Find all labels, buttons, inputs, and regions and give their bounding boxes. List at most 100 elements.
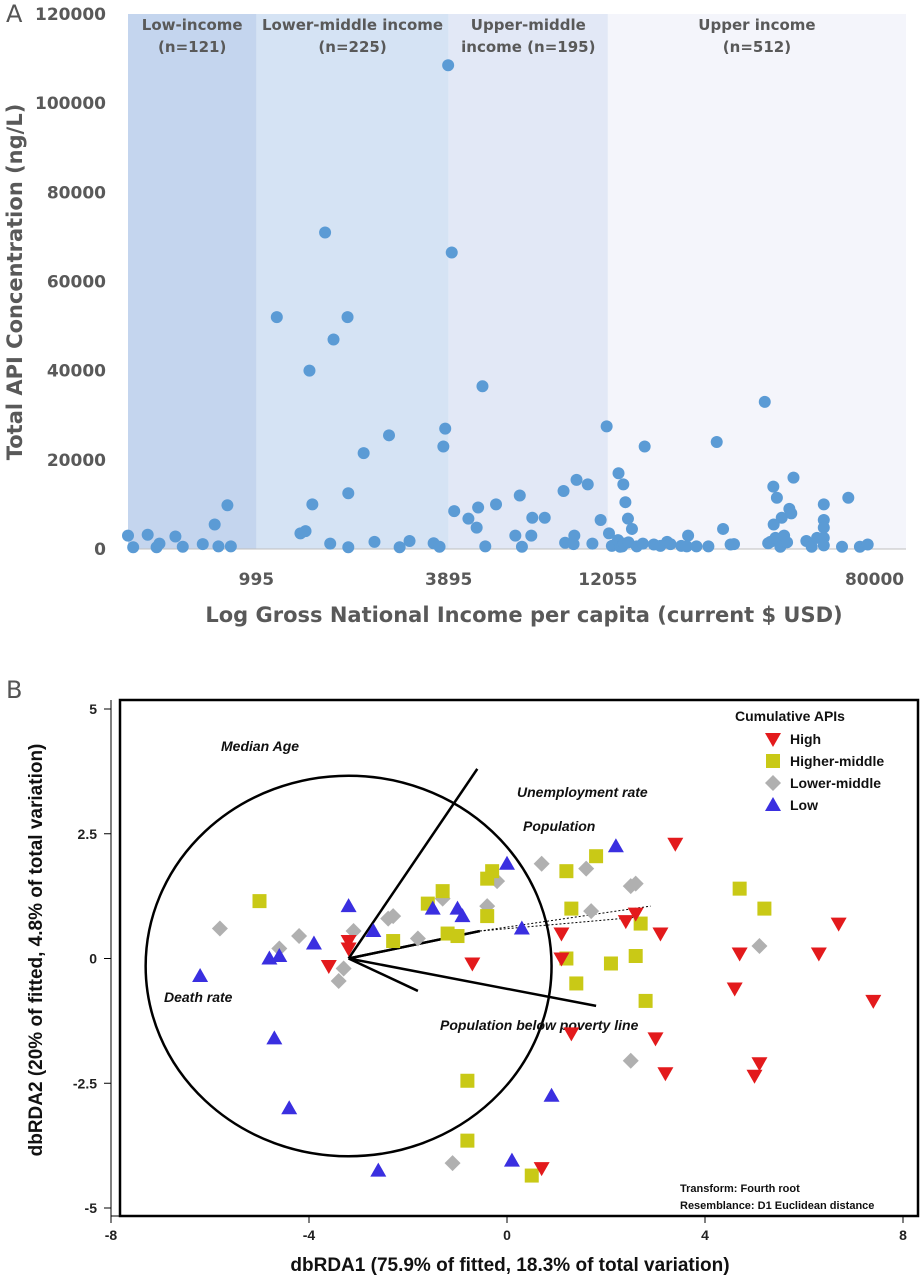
data-point (758, 395, 771, 408)
y-tick-label: 5 (89, 701, 97, 717)
legend-item: High (790, 731, 821, 747)
panel-a-chart: Low-income (n=121) Lower-middle income (n=2… (3, 5, 906, 627)
data-point (767, 480, 780, 493)
legend-marker (766, 754, 780, 768)
y-tick-label: -2.5 (73, 1075, 97, 1091)
band-label: (n=121) (158, 38, 226, 56)
data-point-low (499, 855, 515, 870)
data-point (842, 491, 855, 504)
data-point (303, 364, 316, 377)
data-point-higher-middle (559, 864, 574, 879)
vector-label: Unemployment rate (517, 784, 648, 800)
data-point (153, 537, 166, 550)
vector-leader (479, 905, 651, 932)
x-tick-label: 8 (899, 1227, 907, 1243)
data-point (538, 511, 551, 524)
data-point-higher-middle (386, 934, 401, 949)
data-point (861, 538, 874, 551)
y-tick-label: 40000 (47, 362, 106, 382)
x-tick-label: -8 (105, 1227, 118, 1243)
y-tick-label: 80000 (47, 183, 106, 203)
band-label: Upper income (698, 16, 815, 34)
vector-label: Population (523, 818, 595, 834)
income-band (448, 14, 608, 549)
data-point-lower-middle (622, 1052, 639, 1069)
x-axis-title: dbRDA1 (75.9% of fitted, 18.3% of total … (290, 1255, 729, 1276)
data-point (619, 496, 632, 509)
legend-item: Low (790, 797, 818, 813)
data-point (664, 538, 677, 551)
vector-line (348, 957, 597, 1008)
data-point (127, 541, 140, 554)
data-point-lower-middle (627, 875, 644, 892)
data-point-higher-middle (460, 1073, 475, 1088)
y-tick-label: 100000 (35, 94, 106, 114)
data-point (299, 525, 312, 538)
data-point (221, 499, 234, 512)
vector-label: Median Age (221, 738, 299, 754)
data-point-high (617, 915, 634, 930)
data-point-higher-middle (757, 901, 772, 916)
data-point-low (365, 923, 382, 938)
data-point (682, 529, 695, 542)
data-point (785, 507, 798, 520)
data-point (470, 521, 483, 534)
legend-marker (765, 797, 781, 811)
x-tick-label: 12055 (578, 570, 637, 590)
income-band (607, 14, 906, 549)
data-point-higher-middle (638, 993, 653, 1008)
data-point (383, 429, 396, 442)
y-tick-label: 0 (89, 951, 97, 967)
data-point (342, 541, 355, 554)
data-point-higher-middle (435, 884, 450, 899)
data-point (781, 536, 794, 549)
data-point (439, 422, 452, 435)
data-point-higher-middle (732, 881, 747, 896)
data-point (368, 535, 381, 548)
data-point (581, 478, 594, 491)
data-point (176, 540, 189, 553)
data-point-lower-middle (583, 903, 600, 920)
annotation: Transform: Fourth root (680, 1183, 800, 1195)
y-axis-title: dbRDA2 (20% of fitted, 4.8% of total var… (26, 744, 47, 1157)
data-point (324, 537, 337, 550)
data-point (717, 522, 730, 535)
x-tick-label: 3895 (425, 570, 472, 590)
data-point (208, 518, 221, 531)
vector-label: Population below poverty line (440, 1017, 639, 1033)
data-point (775, 511, 788, 524)
data-point-lower-middle (291, 928, 308, 945)
data-point (448, 505, 461, 518)
data-point-low (370, 1162, 387, 1177)
y-tick-label: 2.5 (78, 826, 98, 842)
data-point-low (281, 1100, 298, 1115)
y-tick-label: -5 (85, 1200, 98, 1216)
data-point (442, 59, 455, 72)
data-point-lower-middle (533, 855, 550, 872)
data-point (433, 540, 446, 553)
band-label: (n=225) (318, 38, 386, 56)
data-point (525, 529, 538, 542)
data-point-higher-middle (252, 894, 267, 909)
data-point (586, 537, 599, 550)
data-point (817, 539, 830, 552)
data-point-higher-middle (524, 1168, 539, 1183)
data-point-high (553, 952, 570, 967)
data-point-lower-middle (751, 938, 768, 955)
data-point-low (513, 920, 530, 935)
data-point-low (340, 898, 357, 913)
legend-title: Cumulative APIs (735, 708, 845, 724)
data-point (342, 487, 355, 500)
data-point-high (563, 1027, 580, 1042)
data-point-high (320, 959, 337, 974)
data-point (515, 540, 528, 553)
x-tick-label: 995 (239, 570, 275, 590)
data-point (403, 534, 416, 547)
data-point (805, 540, 818, 553)
data-point-high (657, 1067, 674, 1082)
data-point-high (652, 927, 669, 942)
data-point-higher-middle (569, 976, 584, 991)
data-point-high (726, 982, 743, 997)
data-point-high (627, 907, 644, 922)
